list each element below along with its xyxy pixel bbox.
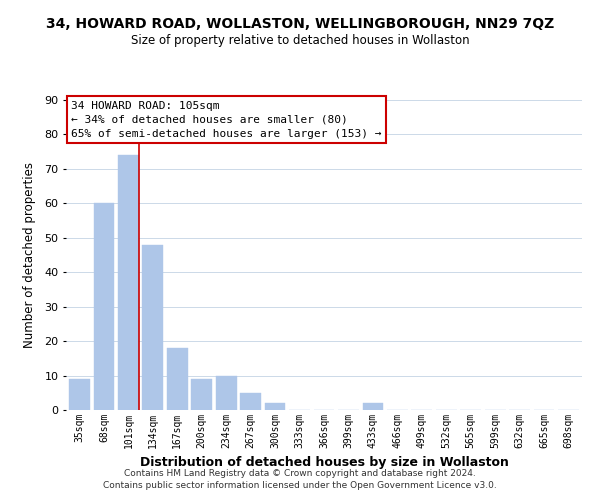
Bar (216, 376, 236, 410)
Bar (118, 155, 139, 410)
Text: 34 HOWARD ROAD: 105sqm
← 34% of detached houses are smaller (80)
65% of semi-det: 34 HOWARD ROAD: 105sqm ← 34% of detached… (71, 100, 382, 138)
Text: Contains HM Land Registry data © Crown copyright and database right 2024.: Contains HM Land Registry data © Crown c… (124, 468, 476, 477)
Bar (142, 244, 163, 410)
Bar (362, 403, 383, 410)
Y-axis label: Number of detached properties: Number of detached properties (23, 162, 36, 348)
Bar (265, 403, 286, 410)
Bar (240, 393, 261, 410)
Bar (191, 379, 212, 410)
Text: 34, HOWARD ROAD, WOLLASTON, WELLINGBOROUGH, NN29 7QZ: 34, HOWARD ROAD, WOLLASTON, WELLINGBOROU… (46, 18, 554, 32)
Bar (69, 379, 90, 410)
Bar (167, 348, 188, 410)
Bar (94, 204, 114, 410)
Text: Size of property relative to detached houses in Wollaston: Size of property relative to detached ho… (131, 34, 469, 47)
Text: Contains public sector information licensed under the Open Government Licence v3: Contains public sector information licen… (103, 481, 497, 490)
X-axis label: Distribution of detached houses by size in Wollaston: Distribution of detached houses by size … (140, 456, 508, 469)
